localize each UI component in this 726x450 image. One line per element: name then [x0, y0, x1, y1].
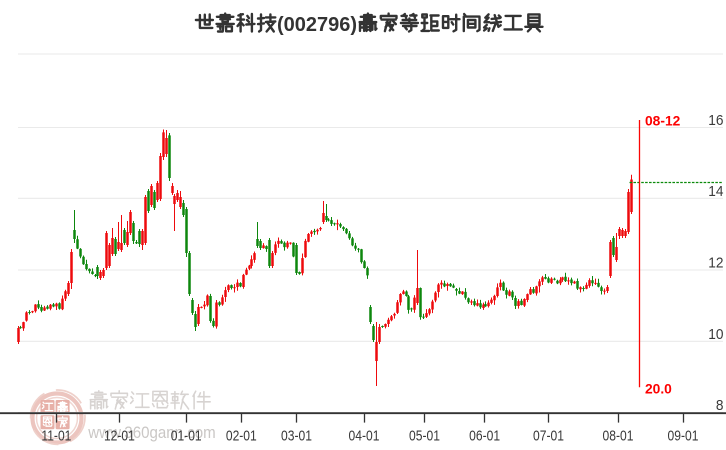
- svg-text:www.360gann.com: www.360gann.com: [87, 424, 215, 442]
- svg-text:12-01: 12-01: [104, 427, 135, 443]
- svg-text:08-12: 08-12: [645, 114, 681, 129]
- svg-text:20.0: 20.0: [645, 382, 672, 397]
- svg-text:06-01: 06-01: [469, 427, 500, 443]
- svg-text:14: 14: [708, 183, 723, 199]
- svg-text:16: 16: [708, 112, 723, 128]
- svg-text:08-01: 08-01: [603, 427, 634, 443]
- svg-text:12: 12: [708, 254, 723, 270]
- svg-text:07-01: 07-01: [533, 427, 564, 443]
- svg-text:01-01: 01-01: [171, 427, 202, 443]
- svg-text:05-01: 05-01: [409, 427, 440, 443]
- svg-text:(002796): (002796): [277, 14, 357, 36]
- svg-text:09-01: 09-01: [668, 427, 699, 443]
- svg-text:11-01: 11-01: [41, 427, 71, 443]
- svg-text:10: 10: [708, 326, 723, 342]
- svg-text:04-01: 04-01: [349, 427, 380, 443]
- svg-text:8: 8: [716, 397, 724, 413]
- svg-text:02-01: 02-01: [226, 427, 257, 443]
- svg-text:03-01: 03-01: [281, 427, 312, 443]
